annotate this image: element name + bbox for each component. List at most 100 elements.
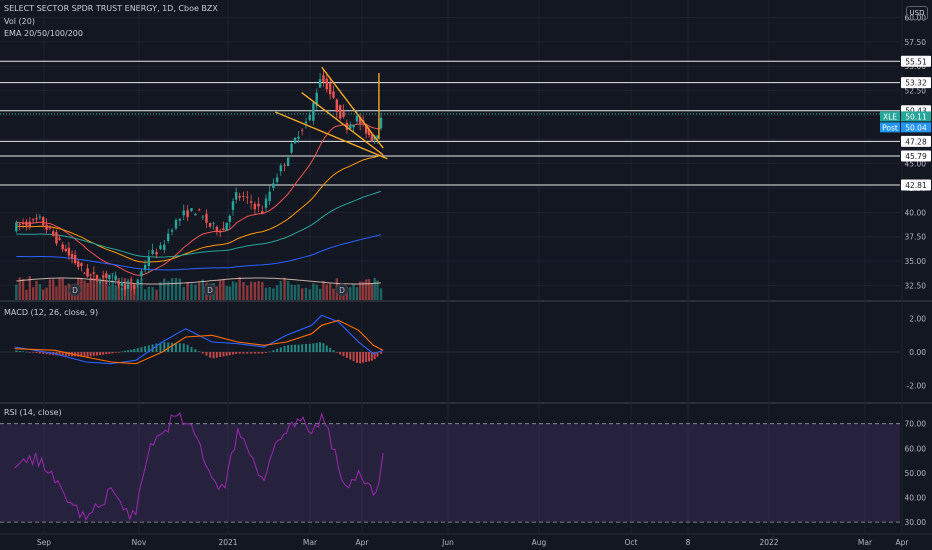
volume-bar <box>38 284 42 300</box>
volume-bar <box>155 289 158 300</box>
macd-histogram-bar <box>365 352 368 362</box>
time-axis-label: Jun <box>441 538 454 547</box>
volume-bar <box>315 284 318 300</box>
trendline <box>301 91 384 156</box>
macd-histogram-bar <box>38 352 41 354</box>
candle-body <box>261 211 264 214</box>
macd-histogram-bar <box>352 352 355 362</box>
volume-bar <box>290 284 293 300</box>
macd-histogram-bar <box>261 352 264 354</box>
candle-body <box>70 254 74 259</box>
macd-histogram-bar <box>182 343 185 352</box>
macd-histogram-bar <box>140 347 143 352</box>
macd-histogram-bar <box>246 352 249 354</box>
currency-button[interactable]: USD <box>906 6 928 20</box>
candle-body <box>28 221 31 227</box>
candle-body <box>328 82 332 95</box>
dividend-marker <box>203 283 217 297</box>
candle-body <box>155 251 158 255</box>
time-axis-label: Aug <box>532 538 547 547</box>
candle-body <box>48 225 52 229</box>
macd-histogram-bar <box>322 343 325 352</box>
volume-bar <box>98 279 102 300</box>
candle-body <box>268 191 271 201</box>
candle-body <box>297 136 300 139</box>
macd-histogram-bar <box>114 352 117 353</box>
macd-pane-title: MACD (12, 26, close, 9) <box>4 308 99 317</box>
macd-histogram-bar <box>186 344 189 352</box>
volume-bar <box>186 282 189 300</box>
candle-body <box>140 271 143 277</box>
macd-histogram-bar <box>83 352 86 357</box>
candle-body <box>147 256 151 267</box>
candle-body <box>205 213 208 223</box>
macd-histogram-bar <box>332 350 335 352</box>
macd-histogram-bar <box>205 352 208 356</box>
candle-body <box>61 244 64 250</box>
macd-histogram-bar <box>92 352 95 356</box>
volume-bar <box>201 279 205 300</box>
volume-bar <box>222 279 225 300</box>
macd-histogram-bar <box>159 342 162 352</box>
volume-bar <box>105 280 108 300</box>
candle-body <box>182 210 185 216</box>
macd-histogram-bar <box>105 352 108 355</box>
price-tag-value: 50.11 <box>905 112 927 121</box>
volume-bar <box>35 281 38 300</box>
macd-histogram-bar <box>362 352 365 363</box>
macd-histogram-bar <box>120 351 123 353</box>
candle-body <box>234 192 238 200</box>
volume-bar <box>308 289 311 300</box>
volume-bar <box>25 289 28 300</box>
time-axis-label: Apr <box>896 538 910 547</box>
candle-body <box>264 198 268 208</box>
candle-body <box>197 209 201 211</box>
macd-histogram-bar <box>290 344 293 352</box>
volume-bar <box>42 289 45 300</box>
level-tag-label: 45.79 <box>905 152 927 161</box>
volume-bar <box>117 277 120 300</box>
macd-histogram-bar <box>264 352 267 353</box>
volume-bar <box>194 284 197 300</box>
candle-body <box>349 124 352 129</box>
candle-body <box>212 222 215 224</box>
macd-histogram-bar <box>201 352 204 354</box>
macd-histogram-bar <box>335 352 338 353</box>
volume-bar <box>15 284 18 300</box>
volume-bar <box>332 288 335 300</box>
price-tag-value-box <box>901 111 931 122</box>
price-tick-label: 37.50 <box>905 233 927 242</box>
price-tick-label: 40.00 <box>905 208 927 217</box>
volume-bar <box>349 287 352 300</box>
candle-body <box>35 218 38 220</box>
candle-body <box>290 143 293 153</box>
volume-bar <box>170 278 174 300</box>
macd-histogram-bar <box>147 345 150 352</box>
macd-histogram-bar <box>279 347 282 352</box>
volume-bar <box>253 281 257 300</box>
candle-body <box>376 135 379 139</box>
candle-body <box>151 249 154 255</box>
candle-body <box>367 129 371 136</box>
level-tag-label: 42.81 <box>905 181 927 190</box>
level-tag-label: 47.28 <box>905 137 927 146</box>
volume-bar <box>225 285 228 300</box>
candle-body <box>286 157 290 167</box>
volume-bar <box>166 281 170 300</box>
volume-bar <box>143 289 147 300</box>
time-axis-label: Nov <box>132 538 147 547</box>
macd-histogram-bar <box>339 352 342 355</box>
volume-legend: Vol (20) <box>4 17 35 26</box>
candle-body <box>105 273 108 278</box>
candle-body <box>58 238 61 240</box>
volume-bar <box>373 277 376 300</box>
volume-bar <box>355 287 359 300</box>
rsi-tick-label: 60.00 <box>905 444 927 453</box>
dividend-marker-label: D <box>339 286 345 295</box>
candle-body <box>352 125 355 128</box>
macd-histogram-bar <box>198 351 201 352</box>
macd-histogram-bar <box>231 352 234 355</box>
volume-bar <box>45 287 48 300</box>
candle-body <box>111 273 114 275</box>
